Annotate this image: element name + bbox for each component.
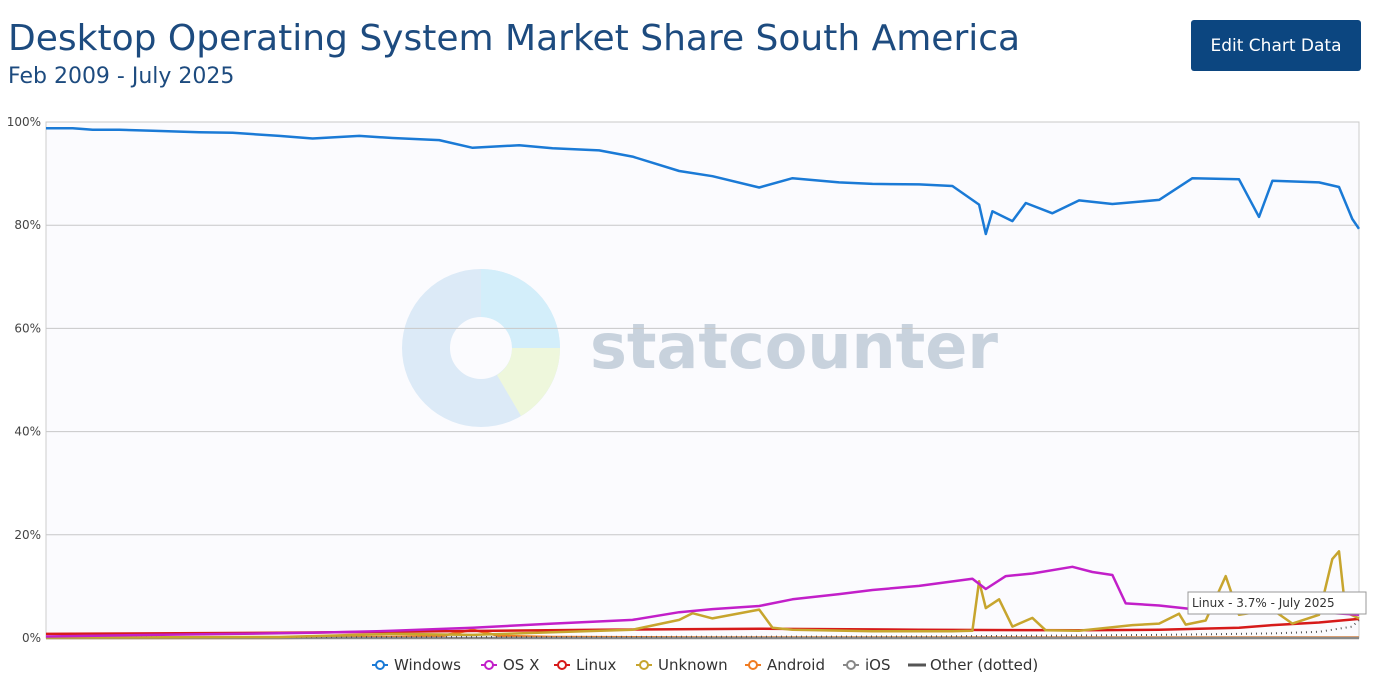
page-title: Desktop Operating System Market Share So… [8, 18, 1021, 59]
legend-label: Other (dotted) [930, 656, 1038, 674]
statcounter-watermark: statcounter [402, 269, 998, 427]
tooltip-text: Linux - 3.7% - July 2025 [1192, 596, 1335, 610]
legend-item[interactable]: iOS [843, 656, 891, 674]
watermark-text: statcounter [590, 310, 998, 383]
legend-marker-icon [375, 660, 385, 670]
edit-chart-data-button[interactable]: Edit Chart Data [1191, 20, 1361, 71]
y-axis-ticks: 0% 20% 40% 60% 80% 100% [7, 115, 41, 645]
plot-background [45, 121, 1360, 639]
y-tick-label: 60% [14, 321, 41, 335]
y-tick-label: 20% [14, 528, 41, 542]
chart: statcounter 0% 20% 40% 60% 80% 100% Linux - 3… [7, 115, 1367, 674]
legend-item[interactable]: Android [745, 656, 825, 674]
tooltip: Linux - 3.7% - July 2025 [1187, 591, 1367, 615]
y-tick-label: 40% [14, 425, 41, 439]
y-tick-label: 0% [22, 631, 41, 645]
legend-item[interactable]: Other (dotted) [908, 656, 1038, 674]
legend-marker-icon [484, 660, 494, 670]
page-subtitle: Feb 2009 - July 2025 [8, 64, 235, 89]
legend-item[interactable]: OS X [481, 656, 539, 674]
legend-marker-icon [639, 660, 649, 670]
legend-label: iOS [865, 656, 891, 674]
legend-label: OS X [503, 656, 539, 674]
legend-item[interactable]: Linux [554, 656, 617, 674]
legend-item[interactable]: Windows [372, 656, 461, 674]
legend-marker-icon [846, 660, 856, 670]
series-line-os-x [45, 565, 1360, 638]
y-tick-label: 100% [7, 115, 41, 129]
legend-label: Windows [394, 656, 461, 674]
legend-marker-icon [557, 660, 567, 670]
legend-item[interactable]: Unknown [636, 656, 728, 674]
y-tick-label: 80% [14, 218, 41, 232]
legend-marker-icon [748, 660, 758, 670]
legend-label: Android [767, 656, 825, 674]
legend: Windows OS X Linux Unknown Android iOS Other (… [372, 656, 1038, 674]
series-line-windows [46, 126, 1361, 236]
legend-label: Linux [576, 656, 617, 674]
legend-label: Unknown [658, 656, 728, 674]
series-lines [45, 126, 1361, 640]
